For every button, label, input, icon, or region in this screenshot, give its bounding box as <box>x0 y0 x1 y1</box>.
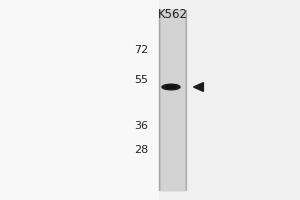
Polygon shape <box>194 83 203 91</box>
Bar <box>0 0 159 200</box>
Text: 72: 72 <box>134 45 148 55</box>
Text: 36: 36 <box>134 121 148 131</box>
Ellipse shape <box>166 86 176 88</box>
Bar <box>159 0 300 200</box>
Text: 55: 55 <box>134 75 148 85</box>
Text: K562: K562 <box>158 8 188 21</box>
Bar <box>159 10 186 190</box>
Bar <box>161 10 184 190</box>
Ellipse shape <box>162 84 180 90</box>
Text: 28: 28 <box>134 145 148 155</box>
